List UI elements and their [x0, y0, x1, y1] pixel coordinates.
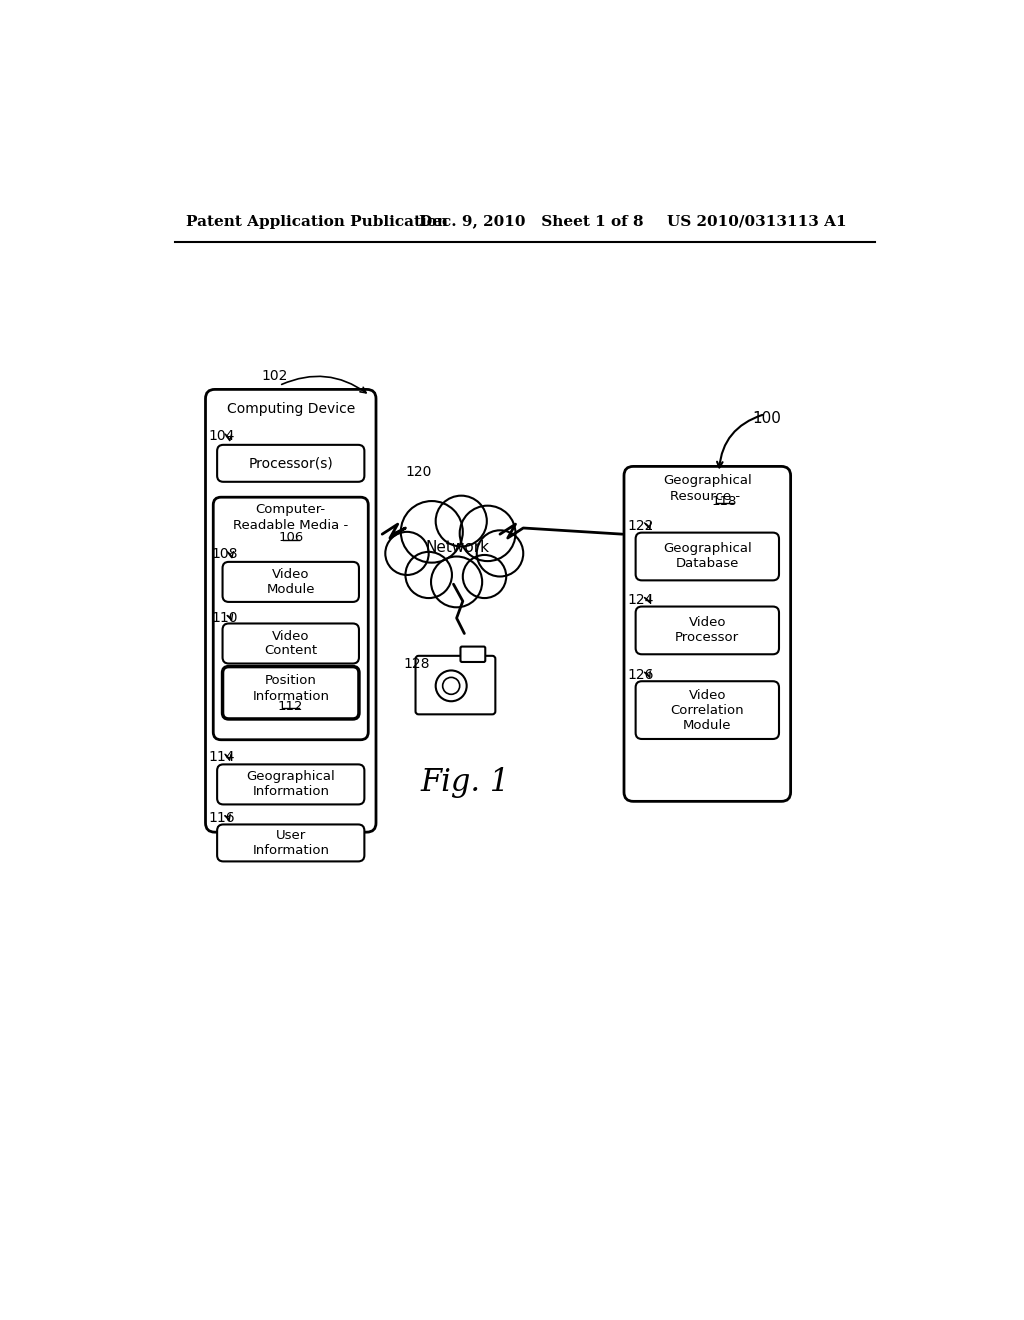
FancyBboxPatch shape: [416, 656, 496, 714]
Text: 108: 108: [212, 548, 239, 561]
Circle shape: [435, 495, 486, 546]
Text: 104: 104: [209, 429, 234, 444]
Text: Video
Correlation
Module: Video Correlation Module: [671, 689, 744, 731]
FancyBboxPatch shape: [213, 498, 369, 739]
Text: Computing Device: Computing Device: [226, 401, 355, 416]
Text: 100: 100: [752, 411, 780, 426]
Text: 120: 120: [406, 465, 432, 479]
FancyBboxPatch shape: [222, 667, 359, 719]
Circle shape: [477, 531, 523, 577]
FancyBboxPatch shape: [636, 533, 779, 581]
FancyBboxPatch shape: [217, 825, 365, 862]
FancyBboxPatch shape: [636, 607, 779, 655]
Text: 106: 106: [279, 531, 303, 544]
FancyBboxPatch shape: [206, 389, 376, 832]
Text: 116: 116: [209, 812, 236, 825]
FancyBboxPatch shape: [636, 681, 779, 739]
Circle shape: [406, 552, 452, 598]
Text: 118: 118: [712, 495, 737, 508]
Text: 112: 112: [278, 700, 303, 713]
Text: Processor(s): Processor(s): [249, 457, 333, 470]
FancyBboxPatch shape: [217, 764, 365, 804]
Text: Position
Information: Position Information: [252, 675, 330, 704]
Text: 126: 126: [628, 668, 654, 682]
FancyBboxPatch shape: [222, 562, 359, 602]
Text: Video
Processor: Video Processor: [675, 616, 739, 644]
Text: US 2010/0313113 A1: US 2010/0313113 A1: [667, 215, 846, 228]
Text: Patent Application Publication: Patent Application Publication: [186, 215, 449, 228]
Circle shape: [460, 506, 515, 561]
Text: Dec. 9, 2010   Sheet 1 of 8: Dec. 9, 2010 Sheet 1 of 8: [419, 215, 643, 228]
Text: Computer-
Readable Media -: Computer- Readable Media -: [233, 503, 348, 532]
Text: Network: Network: [425, 540, 489, 554]
FancyBboxPatch shape: [217, 445, 365, 482]
Text: User
Information: User Information: [252, 829, 330, 857]
FancyBboxPatch shape: [624, 466, 791, 801]
FancyBboxPatch shape: [222, 623, 359, 664]
Text: 124: 124: [628, 594, 654, 607]
Text: Geographical
Information: Geographical Information: [247, 771, 335, 799]
Text: 110: 110: [212, 611, 239, 626]
Text: 102: 102: [261, 370, 288, 383]
Circle shape: [431, 557, 482, 607]
Circle shape: [463, 554, 506, 598]
FancyBboxPatch shape: [461, 647, 485, 663]
Text: Video
Module: Video Module: [266, 568, 315, 595]
Text: Geographical
Resource -: Geographical Resource -: [663, 474, 752, 503]
Circle shape: [400, 502, 463, 562]
Text: 128: 128: [403, 657, 430, 672]
Text: Fig. 1: Fig. 1: [421, 767, 510, 797]
Text: Geographical
Database: Geographical Database: [663, 543, 752, 570]
Text: Video
Content: Video Content: [264, 630, 317, 657]
Circle shape: [385, 532, 429, 576]
Text: 122: 122: [628, 519, 654, 533]
Text: 114: 114: [209, 750, 236, 764]
